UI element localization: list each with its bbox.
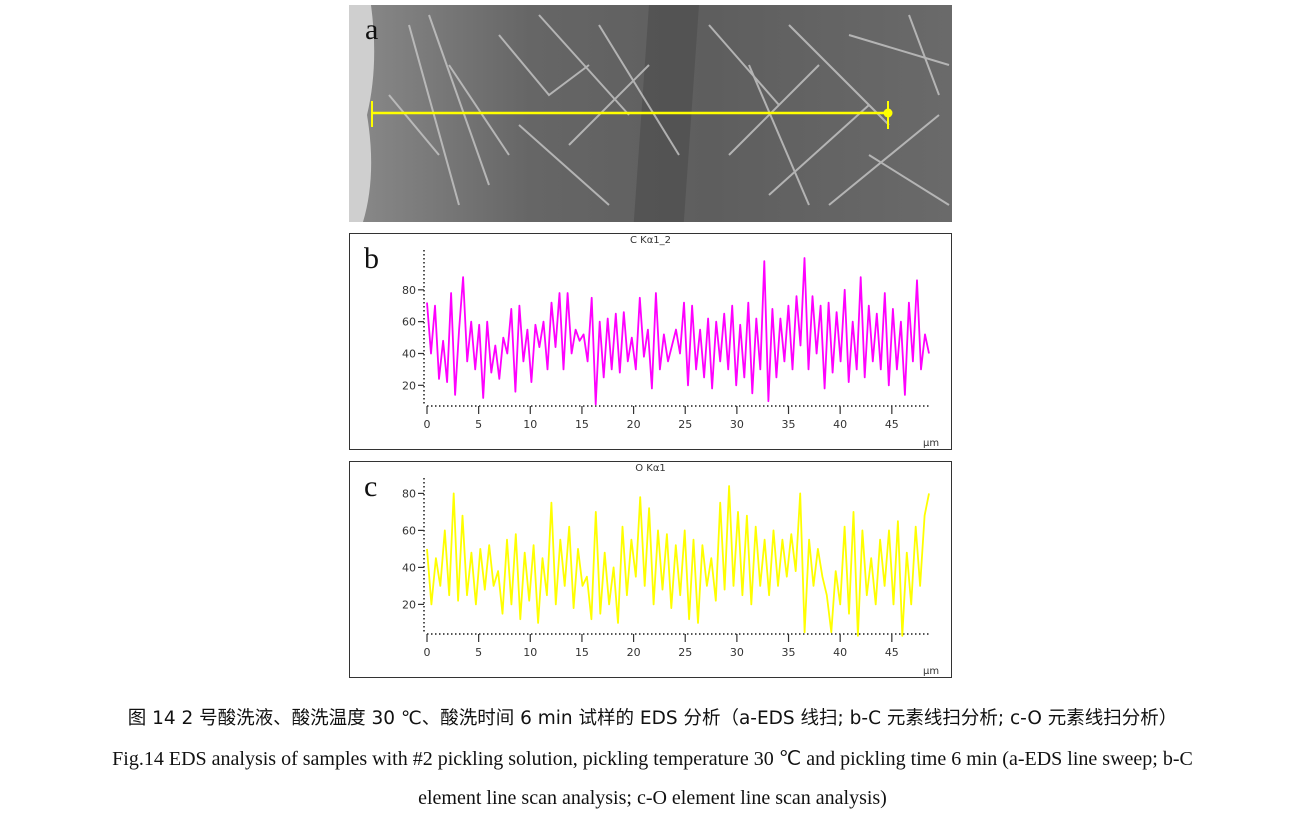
x-tick-label: 45 [885, 418, 899, 431]
sem-micrograph [349, 5, 952, 222]
y-tick-label: 40 [402, 347, 416, 360]
y-tick-label: 20 [402, 379, 416, 392]
figure-caption-english-line1: Fig.14 EDS analysis of samples with #2 p… [112, 748, 1193, 770]
panel-letter-c: c [364, 470, 378, 503]
x-tick-label: 30 [730, 418, 744, 431]
x-tick-label: 30 [730, 646, 744, 659]
data-series-line [426, 257, 930, 406]
x-tick-label: 20 [627, 418, 641, 431]
o-line-scan-chart: O Kα1 0 5 10 15 20 25 30 35 40 45 20 40 60 80 µm c [349, 461, 952, 678]
x-tick-label: 5 [475, 646, 482, 659]
y-tick-label: 60 [402, 524, 416, 537]
x-tick-label: 10 [523, 418, 537, 431]
chart-title: O Kα1 [635, 463, 666, 474]
x-tick-label: 35 [782, 646, 796, 659]
x-axis-unit: µm [923, 438, 939, 448]
y-tick-label: 80 [402, 284, 416, 297]
data-series-line [426, 485, 930, 637]
sem-image-panel: a [349, 5, 952, 222]
panel-letter-b: b [364, 242, 379, 275]
x-tick-label: 15 [575, 418, 589, 431]
y-tick-label: 80 [402, 487, 416, 500]
y-tick-label: 20 [402, 598, 416, 611]
y-tick-label: 60 [402, 316, 416, 329]
x-tick-label: 25 [678, 418, 692, 431]
figure-caption-english-line2: element line scan analysis; c-O element … [418, 787, 887, 809]
x-axis-unit: µm [923, 666, 939, 676]
x-tick-label: 0 [424, 646, 431, 659]
x-tick-label: 0 [424, 418, 431, 431]
x-tick-label: 35 [782, 418, 796, 431]
x-tick-label: 25 [678, 646, 692, 659]
x-tick-label: 40 [833, 646, 847, 659]
x-tick-label: 10 [523, 646, 537, 659]
o-line-scan-plot: 0 5 10 15 20 25 30 35 40 45 20 40 60 80 µm [402, 478, 939, 676]
x-tick-label: 20 [627, 646, 641, 659]
scan-endpoint-marker [883, 108, 893, 118]
panel-letter-a: a [365, 13, 379, 46]
y-tick-label: 40 [402, 561, 416, 574]
x-tick-label: 5 [475, 418, 482, 431]
x-tick-label: 45 [885, 646, 899, 659]
c-line-scan-chart: C Kα1_2 0 5 10 15 20 25 30 35 40 45 20 40 60 80 µm b [349, 233, 952, 450]
c-line-scan-plot: 0 5 10 15 20 25 30 35 40 45 20 40 60 80 µm [402, 250, 939, 448]
x-tick-label: 40 [833, 418, 847, 431]
figure-caption-chinese: 图 14 2 号酸洗液、酸洗温度 30 ℃、酸洗时间 6 min 试样的 EDS… [127, 708, 1178, 729]
chart-title: C Kα1_2 [629, 235, 672, 246]
x-tick-label: 15 [575, 646, 589, 659]
